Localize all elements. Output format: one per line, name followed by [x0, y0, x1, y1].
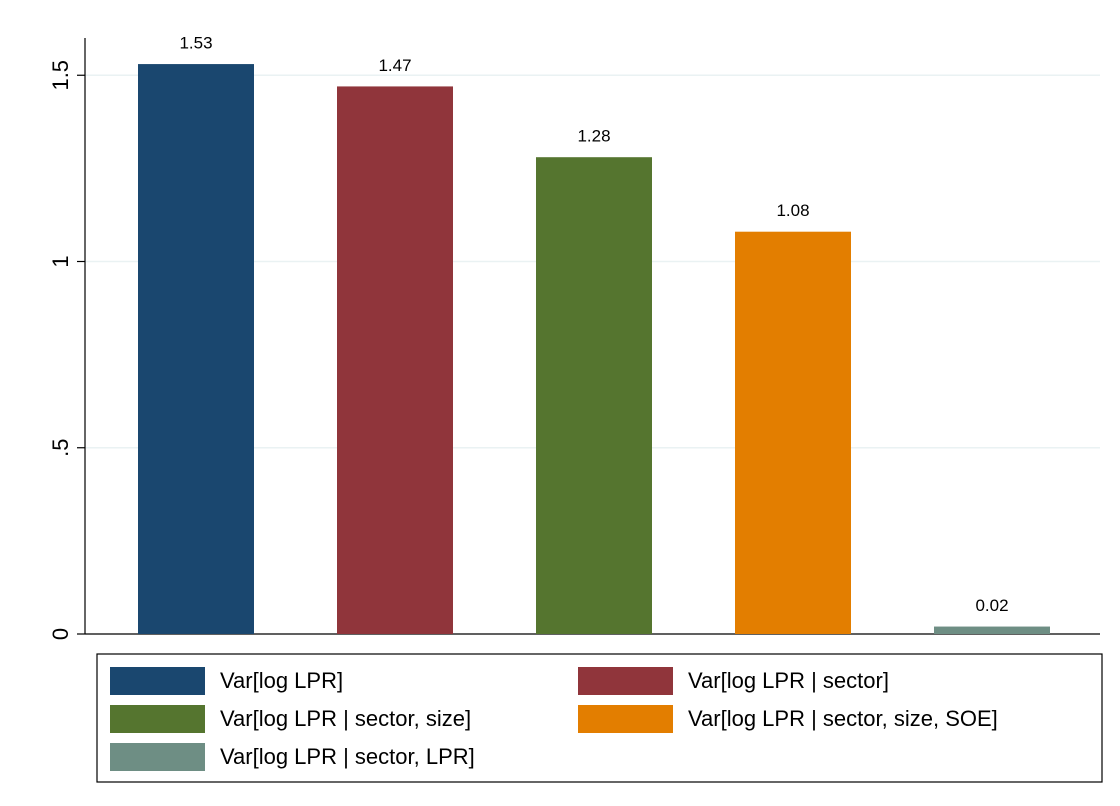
value-label: 0.02	[975, 596, 1008, 615]
value-label: 1.08	[776, 201, 809, 220]
y-tick-label: 1.5	[48, 60, 73, 91]
bar	[138, 64, 254, 634]
bar	[337, 86, 453, 635]
legend-swatch	[110, 743, 205, 771]
legend-swatch	[110, 667, 205, 695]
y-tick-label: .5	[48, 439, 73, 457]
legend-swatch	[110, 705, 205, 733]
value-label: 1.28	[577, 127, 610, 146]
bar	[735, 231, 851, 634]
legend-label: Var[log LPR]	[220, 668, 343, 693]
legend-swatch	[578, 705, 673, 733]
value-label: 1.47	[378, 56, 411, 75]
legend-label: Var[log LPR | sector, size, SOE]	[688, 706, 998, 731]
bar	[934, 626, 1050, 634]
legend-label: Var[log LPR | sector]	[688, 668, 889, 693]
y-tick-label: 1	[48, 255, 73, 267]
legend-swatch	[578, 667, 673, 695]
bar	[536, 157, 652, 634]
value-label: 1.53	[179, 34, 212, 53]
legend-label: Var[log LPR | sector, LPR]	[220, 744, 475, 769]
y-tick-label: 0	[48, 628, 73, 640]
legend-label: Var[log LPR | sector, size]	[220, 706, 471, 731]
